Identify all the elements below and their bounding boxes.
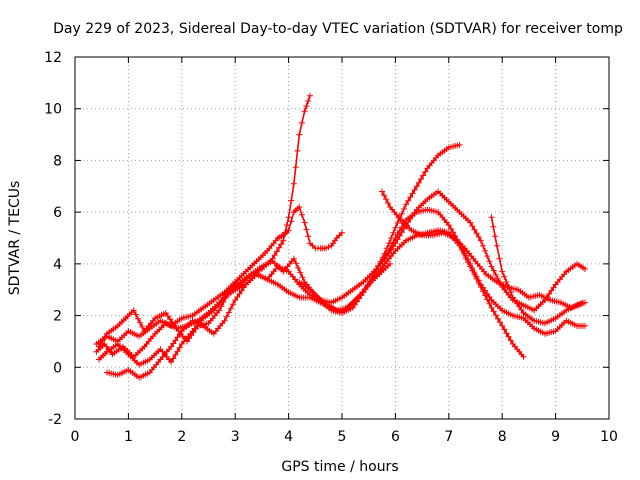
x-tick-label: 7 [444, 429, 453, 445]
x-tick-label: 5 [338, 429, 347, 445]
y-tick-label: 4 [53, 257, 62, 273]
grid [75, 57, 609, 419]
x-tick-label: 2 [177, 429, 186, 445]
series-markers [371, 206, 588, 337]
series-line [98, 144, 461, 366]
x-axis-label: GPS time / hours [281, 459, 398, 475]
series-track-2 [93, 204, 345, 347]
y-axis-label: SDTVAR / TECUs [7, 181, 23, 296]
series-markers [96, 141, 463, 368]
y-tick-label: 6 [53, 205, 62, 221]
y-tick-label: -2 [48, 412, 62, 428]
y-tick-label: 12 [44, 50, 62, 66]
x-tick-label: 1 [124, 429, 133, 445]
x-tick-label: 10 [600, 429, 618, 445]
x-tick-label: 9 [551, 429, 560, 445]
series-markers [93, 204, 345, 347]
series-markers [488, 214, 588, 327]
data-traces [93, 92, 588, 381]
series-line [106, 190, 586, 379]
series-track-8 [371, 206, 588, 337]
series-line [95, 206, 343, 345]
y-tick-label: 0 [53, 360, 62, 376]
series-track-6 [379, 188, 586, 311]
x-tick-label: 6 [391, 429, 400, 445]
x-tick-label: 8 [498, 429, 507, 445]
series-track-4 [96, 141, 463, 368]
series-track-9 [488, 214, 588, 327]
x-tick-label: 0 [71, 429, 80, 445]
y-tick-label: 8 [53, 153, 62, 169]
chart-title: Day 229 of 2023, Sidereal Day-to-day VTE… [53, 21, 623, 37]
x-tick-label: 4 [284, 429, 293, 445]
x-tick-label: 3 [231, 429, 240, 445]
series-markers [379, 188, 586, 311]
y-tick-label: 2 [53, 309, 62, 325]
y-tick-label: 10 [44, 102, 62, 118]
